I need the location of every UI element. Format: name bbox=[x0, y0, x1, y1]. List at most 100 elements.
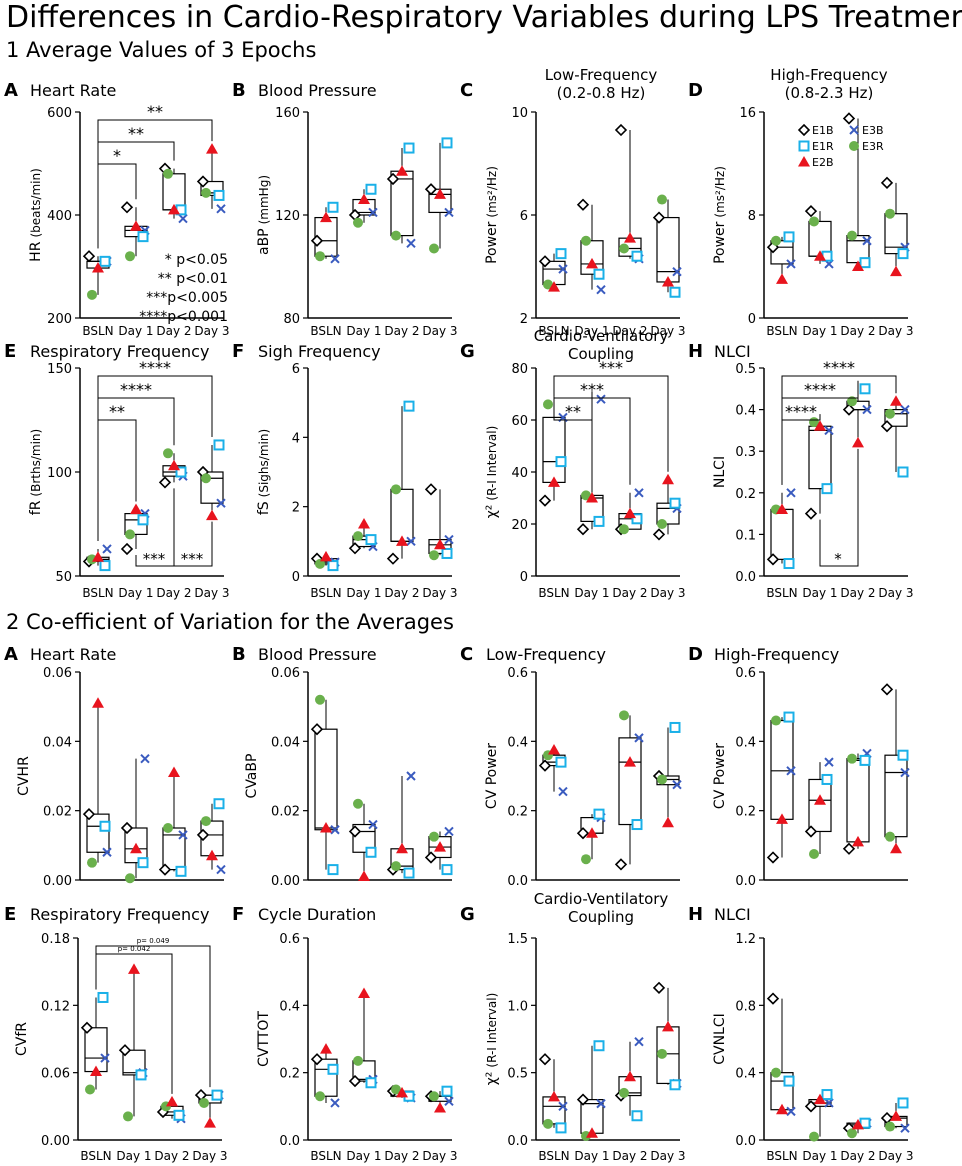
point-e3b bbox=[634, 1036, 644, 1047]
panel-title: Heart Rate bbox=[30, 81, 116, 100]
x-tick-label: Day 1 bbox=[346, 324, 381, 338]
x-tick-label: BSLN bbox=[82, 324, 113, 338]
y-axis-label-main: fR bbox=[28, 500, 44, 515]
point-e3r bbox=[163, 823, 173, 833]
box bbox=[580, 240, 604, 275]
point-e3r bbox=[87, 289, 97, 300]
y-axis-label-main: aBP bbox=[256, 228, 272, 255]
point-e1r bbox=[897, 466, 909, 478]
point-e1b bbox=[804, 1100, 818, 1113]
y-tick-label: 200 bbox=[47, 312, 72, 327]
panel-0-a: A Heart Rate 200 400 600 HR (beats/min) BSLN Day… bbox=[4, 80, 230, 338]
point-e3r bbox=[353, 217, 363, 228]
point-e2b bbox=[168, 459, 180, 471]
point-e1r bbox=[631, 1110, 643, 1122]
point-e3b bbox=[102, 544, 112, 554]
y-tick-label: 0.3 bbox=[735, 445, 756, 460]
point-e1b bbox=[348, 1074, 362, 1088]
y-tick-label: 0.6 bbox=[279, 932, 300, 947]
point-e2b bbox=[548, 476, 560, 487]
x-tick-label: Day 3 bbox=[878, 1149, 913, 1163]
point-e1r bbox=[213, 798, 225, 810]
point-e1r bbox=[327, 201, 339, 213]
point-e3b bbox=[444, 1096, 454, 1106]
point-e2b bbox=[358, 987, 370, 999]
point-e1b bbox=[538, 494, 552, 507]
point-e3r bbox=[771, 1067, 781, 1078]
point-e3b bbox=[330, 254, 340, 264]
point-e3r bbox=[657, 1048, 667, 1059]
y-tick-label: 0.0 bbox=[507, 874, 528, 889]
point-e1r bbox=[897, 248, 909, 260]
point-e1r bbox=[441, 547, 453, 559]
y-tick-label: 80 bbox=[283, 312, 300, 327]
x-tick-label: Day 3 bbox=[878, 586, 913, 600]
point-e3r bbox=[391, 484, 401, 495]
x-tick-label: Day 2 bbox=[156, 324, 191, 338]
point-e2b bbox=[166, 1095, 178, 1107]
point-e3b bbox=[596, 394, 606, 404]
x-tick-label: BSLN bbox=[538, 1149, 569, 1163]
point-e1b bbox=[652, 528, 666, 541]
point-e1b bbox=[576, 523, 590, 536]
point-e2b bbox=[662, 816, 674, 828]
point-e3b bbox=[634, 733, 644, 743]
legend-label-e3r: E3R bbox=[862, 140, 884, 153]
point-e3r bbox=[543, 399, 553, 410]
point-e3r bbox=[885, 208, 895, 219]
point-e2b bbox=[434, 841, 446, 852]
legend-label-e2b: E2B bbox=[812, 156, 834, 169]
point-e1r bbox=[897, 749, 909, 761]
significance-bracket bbox=[97, 119, 213, 249]
y-axis-label-main: CVfR bbox=[14, 1022, 30, 1056]
significance-label: ** bbox=[128, 124, 144, 143]
point-e1b bbox=[614, 123, 628, 137]
box bbox=[808, 425, 832, 490]
point-e1b bbox=[196, 828, 210, 842]
point-e3b bbox=[368, 819, 378, 830]
x-tick-label: Day 3 bbox=[878, 324, 913, 338]
point-e1r bbox=[669, 286, 681, 298]
point-e1b bbox=[576, 827, 590, 840]
y-tick-label: 1.5 bbox=[507, 932, 528, 947]
point-e3r bbox=[429, 550, 439, 561]
y-tick-label: 0.6 bbox=[507, 666, 528, 681]
y-tick-label: 0.2 bbox=[279, 1067, 300, 1082]
x-tick-label: Day 2 bbox=[384, 1149, 419, 1163]
point-e2b bbox=[396, 1086, 408, 1098]
panel-2-d: D High-Frequency 0.0 0.2 0.4 0.6 CV Power bbox=[688, 644, 910, 889]
point-e1r bbox=[798, 140, 810, 152]
point-e1r bbox=[631, 513, 643, 525]
point-e3b bbox=[216, 204, 226, 214]
y-tick-label: 0.02 bbox=[271, 805, 300, 820]
point-e3b bbox=[558, 786, 568, 797]
point-e3b bbox=[786, 259, 796, 269]
panel-letter: H bbox=[688, 904, 703, 925]
y-tick-label: 0.00 bbox=[41, 1134, 70, 1149]
point-e2b bbox=[320, 550, 332, 562]
y-axis-label-main: CV Power bbox=[484, 743, 500, 809]
point-e3b bbox=[862, 404, 872, 415]
point-e1b bbox=[880, 420, 894, 433]
point-e3r bbox=[201, 473, 211, 484]
x-tick-label: BSLN bbox=[310, 586, 341, 600]
panel-title: Low-Frequency bbox=[486, 645, 606, 664]
significance-label: **** bbox=[785, 402, 817, 421]
point-e2b bbox=[586, 257, 598, 269]
y-axis-label-main: χ² bbox=[484, 1072, 500, 1086]
x-tick-label: Day 1 bbox=[574, 324, 609, 338]
significance-bracket bbox=[553, 375, 669, 472]
panel-title-line2: Coupling bbox=[568, 345, 634, 363]
point-e3r bbox=[315, 251, 325, 262]
y-axis-label-unit: (Sighs/min) bbox=[257, 429, 271, 497]
x-tick-label: Day 2 bbox=[384, 586, 419, 600]
point-e2b bbox=[662, 275, 674, 287]
p-value-legend-item: ****p<0.001 bbox=[139, 309, 228, 325]
point-e3b bbox=[900, 767, 910, 778]
y-tick-label: 2 bbox=[520, 312, 528, 327]
point-e3b bbox=[140, 753, 150, 764]
x-tick-label: BSLN bbox=[766, 1149, 797, 1163]
point-e3b bbox=[444, 534, 454, 545]
significance-bracket bbox=[553, 396, 631, 485]
